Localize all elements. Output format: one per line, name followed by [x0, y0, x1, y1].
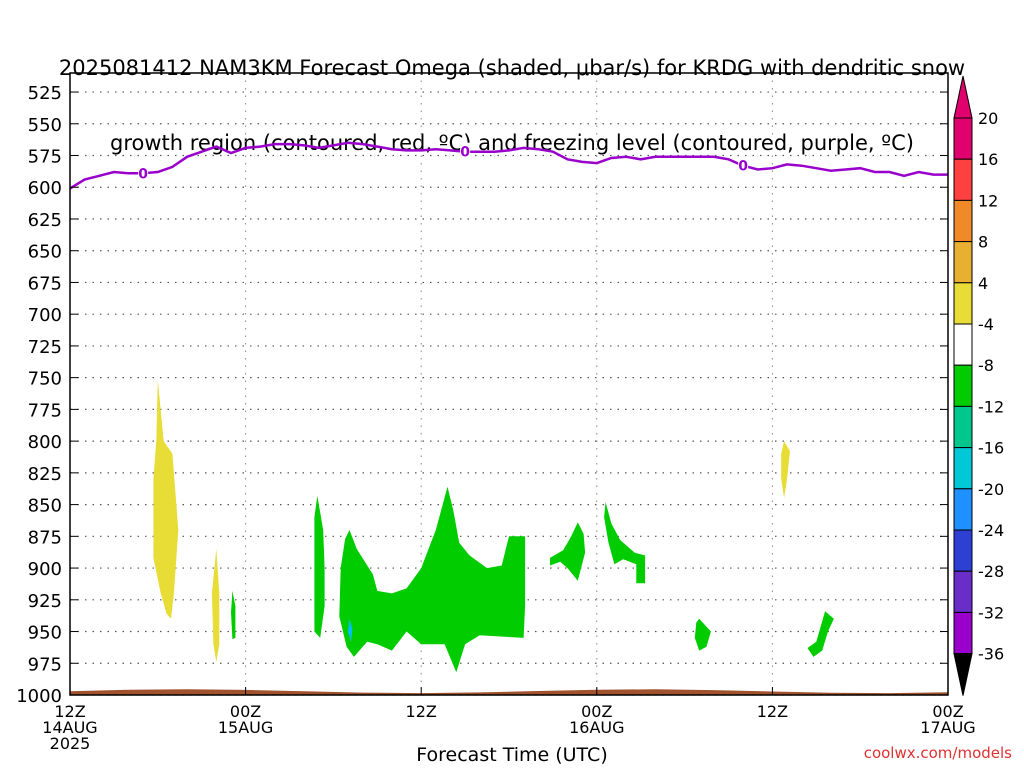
- colorbar-segment: [953, 570, 973, 613]
- colorbar-tick-label: 16: [978, 150, 998, 169]
- y-axis-ticks: 525 550 575 600 625 650 675 700 725 750 775 800 825 8…: [16, 83, 948, 707]
- y-tick-label: 550: [28, 115, 62, 136]
- freezing-level-label: 0: [138, 166, 148, 182]
- y-tick-label: 650: [28, 242, 62, 263]
- title-line-1: 2025081412 NAM3KM Forecast Omega (shaded…: [58, 56, 966, 80]
- colorbar-segment: [953, 611, 973, 655]
- omega-region-yellow: [153, 380, 179, 619]
- y-tick-label: 1000: [16, 686, 62, 707]
- colorbar-segment: [953, 158, 973, 201]
- freezing-label-bg: [460, 142, 471, 160]
- colorbar-tick-label: 20: [978, 109, 998, 128]
- x-tick-label: 12Z: [54, 702, 85, 721]
- colorbar-segment: [953, 199, 973, 243]
- omega-region-yellow: [781, 441, 790, 499]
- colorbar-tick-label: -16: [978, 439, 1004, 458]
- colorbar-segment: [953, 488, 973, 531]
- y-tick-label: 750: [28, 369, 62, 390]
- x-tick-label: 15AUG: [218, 718, 273, 737]
- omega-region-yellow: [211, 549, 220, 662]
- colorbar-tick-label: -28: [978, 562, 1004, 581]
- colorbar-tick-label: 4: [978, 274, 988, 293]
- colorbar-min-arrow: [953, 653, 973, 696]
- freezing-level-label: 0: [738, 159, 748, 175]
- y-tick-label: 775: [28, 400, 62, 421]
- colorbar-tick-label: 8: [978, 233, 988, 252]
- colorbar-segment: [953, 323, 973, 366]
- y-tick-label: 900: [28, 559, 62, 580]
- y-tick-label: 975: [28, 654, 62, 675]
- colorbar-segment: [953, 241, 973, 284]
- ground-layer: [70, 689, 948, 695]
- x-tick-label: 2025: [50, 734, 91, 753]
- freezing-level-label: 0: [460, 145, 470, 161]
- omega-shaded-regions: [153, 380, 834, 673]
- colorbar-tick-label: -20: [978, 480, 1004, 499]
- plot-border: [69, 72, 949, 696]
- y-tick-label: 675: [28, 273, 62, 294]
- omega-region-green: [314, 495, 325, 638]
- y-tick-label: 925: [28, 591, 62, 612]
- plot-frame: [69, 72, 949, 696]
- colorbar-segment: [953, 364, 973, 407]
- y-tick-label: 825: [28, 464, 62, 485]
- y-tick-label: 850: [28, 496, 62, 517]
- colorbar-segment: [953, 447, 973, 490]
- x-tick-label: 00Z: [581, 702, 612, 721]
- colorbar-segment: [953, 117, 973, 160]
- colorbar-segment: [953, 529, 973, 572]
- x-tick-label: 14AUG: [42, 718, 97, 737]
- y-tick-label: 575: [28, 147, 62, 168]
- freezing-label-bg: [138, 164, 149, 182]
- omega-region-green: [694, 618, 711, 651]
- freezing-level-line: [69, 141, 948, 190]
- colorbar: -36 -32 -28 -24 -20 -16 -12 -8 -4 4 8 12 16 20: [953, 75, 1004, 696]
- colorbar-tick-label: 12: [978, 191, 998, 210]
- x-tick-label: 00Z: [932, 702, 963, 721]
- omega-region-green: [550, 522, 586, 581]
- x-axis-label: Forecast Time (UTC): [416, 744, 608, 766]
- colorbar-tick-label: -4: [978, 315, 994, 334]
- omega-region-green: [604, 502, 646, 584]
- y-tick-label: 600: [28, 178, 62, 199]
- y-tick-label: 525: [28, 83, 62, 104]
- x-tick-label: 12Z: [757, 702, 788, 721]
- omega-region-green: [807, 611, 834, 657]
- omega-region-green: [231, 590, 236, 640]
- freezing-label-bg: [738, 156, 749, 174]
- colorbar-tick-label: -8: [978, 356, 994, 375]
- y-tick-label: 800: [28, 432, 62, 453]
- colorbar-tick-label: -32: [978, 603, 1004, 622]
- y-tick-label: 700: [28, 305, 62, 326]
- ground-surface: [70, 689, 948, 695]
- freezing-level-series: 0 0 0: [69, 141, 948, 190]
- omega-region-green: [339, 486, 526, 673]
- colorbar-tick-label: -12: [978, 397, 1004, 416]
- credit-text: coolwx.com/models: [863, 744, 1012, 762]
- y-tick-label: 725: [28, 337, 62, 358]
- x-tick-label: 12Z: [406, 702, 437, 721]
- colorbar-tick-label: -24: [978, 521, 1004, 540]
- colorbar-tick-label: -36: [978, 645, 1004, 664]
- y-tick-label: 950: [28, 623, 62, 644]
- omega-region-cyan: [348, 618, 353, 642]
- chart-title: 2025081412 NAM3KM Forecast Omega (shaded…: [0, 6, 1024, 181]
- colorbar-segment: [953, 282, 973, 325]
- y-tick-label: 625: [28, 210, 62, 231]
- x-tick-label: 17AUG: [920, 718, 975, 737]
- y-tick-label: 875: [28, 527, 62, 548]
- colorbar-max-arrow: [953, 75, 973, 119]
- colorbar-segment: [953, 405, 973, 449]
- x-tick-label: 00Z: [230, 702, 261, 721]
- x-tick-label: 16AUG: [569, 718, 624, 737]
